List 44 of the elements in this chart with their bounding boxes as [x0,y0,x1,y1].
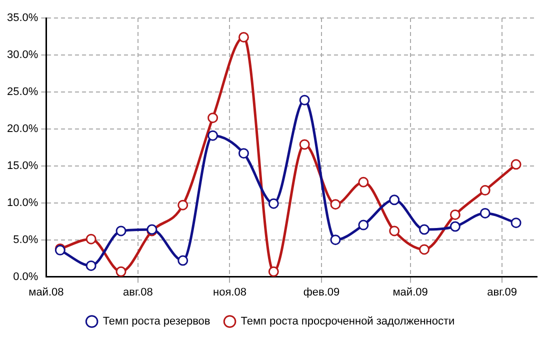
y-tick-label: 15.0% [6,160,38,172]
y-tick-label: 35.0% [6,12,38,24]
y-tick-label: 10.0% [6,196,38,209]
y-tick-label: 25.0% [6,86,38,98]
y-tick-label: 30.0% [6,49,38,62]
point [480,208,490,218]
point [358,220,369,230]
y-tick-label: 20.0% [6,122,38,135]
point [238,32,249,42]
point [86,260,96,271]
point [450,209,460,220]
point [299,94,310,106]
point [268,198,279,209]
y-tick-label: 0.0% [13,270,38,283]
point [389,194,400,206]
x-tick-label: авг.09 [487,286,518,298]
point [238,148,249,159]
legend-label: Темп роста резервов [102,316,210,328]
legend-label: Темп роста просроченной задолженности [240,316,455,328]
point [178,255,188,266]
y-tick-label: 5.0% [13,234,38,246]
x-tick-label: май.08 [28,286,64,298]
point [510,218,522,228]
point [208,112,218,124]
x-tick-label: ноя.08 [213,286,246,298]
point [330,199,341,210]
point [116,266,126,277]
x-tick-label: май.09 [392,286,428,298]
point [358,176,369,188]
point [208,130,218,141]
point [480,185,490,196]
point [330,234,341,246]
point [116,226,126,236]
x-tick-label: фев.09 [303,286,340,298]
point [178,200,188,210]
point [86,234,96,244]
point [510,159,522,170]
point [419,244,430,255]
point [268,266,279,277]
point [299,139,310,150]
x-tick-label: авг.08 [123,286,153,298]
point [450,221,460,232]
point [389,226,400,236]
point [419,224,430,235]
